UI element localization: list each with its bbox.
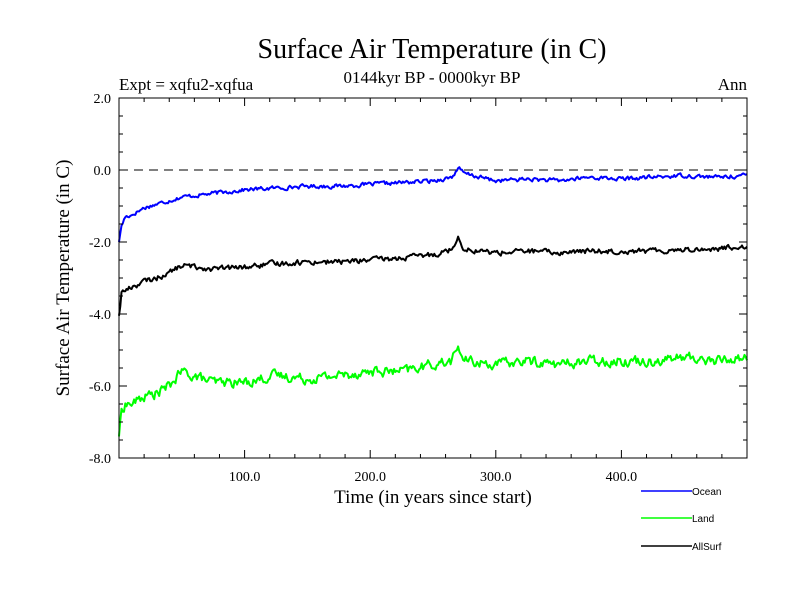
- y-tick-label: -6.0: [89, 380, 111, 395]
- y-tick-label: -8.0: [89, 452, 111, 467]
- chart-title: Surface Air Temperature (in C): [258, 34, 607, 65]
- season-label: Ann: [718, 75, 748, 94]
- y-tick-label: -2.0: [89, 236, 111, 251]
- chart-subtitle: 0144kyr BP - 0000kyr BP: [344, 68, 521, 87]
- x-tick-label: 300.0: [480, 470, 512, 485]
- x-tick-label: 200.0: [354, 470, 386, 485]
- series-line-land: [118, 345, 748, 437]
- x-axis-label: Time (in years since start): [334, 487, 532, 508]
- plot-frame: [118, 97, 748, 459]
- legend-label-allsurf: AllSurf: [692, 542, 722, 553]
- ticks-layer: 100.0 200.0 300.0 400.0 -8.0 -6.0 -4.0 -2.0 0.0 2…: [89, 92, 747, 485]
- series-layer: [118, 166, 748, 437]
- series-line-ocean: [118, 166, 748, 243]
- x-tick-label: 100.0: [229, 470, 261, 485]
- y-tick-label: 2.0: [94, 92, 112, 107]
- experiment-label: Expt = xqfu2-xqfua: [119, 75, 254, 94]
- y-tick-label: -4.0: [89, 308, 111, 323]
- y-axis-label: Surface Air Temperature (in C): [53, 160, 74, 397]
- legend-label-ocean: Ocean: [692, 487, 721, 498]
- legend-label-land: Land: [692, 514, 714, 525]
- legend: Ocean Land AllSurf: [641, 487, 722, 553]
- series-line-allsurf: [118, 235, 748, 316]
- x-tick-label: 400.0: [606, 470, 638, 485]
- y-tick-label: 0.0: [94, 164, 112, 179]
